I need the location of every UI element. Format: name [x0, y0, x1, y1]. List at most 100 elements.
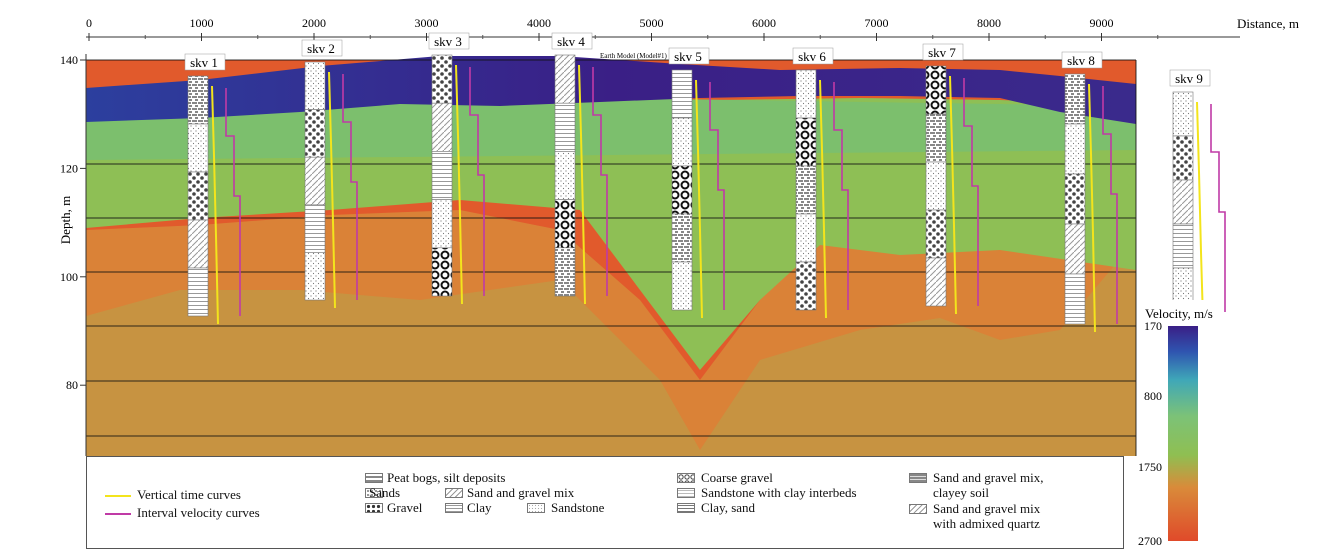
x-tick-label: 7000 [865, 16, 889, 30]
well-8-label-box [1061, 51, 1103, 69]
well-9-interval-velocity-curve [1210, 104, 1226, 312]
well-9-layer-3 [1172, 179, 1194, 225]
well-7-layer-4 [925, 209, 947, 259]
legend: Vertical time curves Interval velocity c… [86, 456, 1124, 549]
well-3-layer-3 [431, 151, 453, 200]
well-3-vertical-time-curve [455, 64, 463, 305]
well-1-interval-velocity-curve [225, 88, 241, 316]
well-5-layer-2 [671, 117, 693, 167]
peat-swatch [365, 473, 383, 483]
well-7-vertical-time-curve [949, 75, 957, 315]
y-tick-label: 120 [60, 161, 78, 175]
velocity-section [86, 56, 1136, 456]
well-9-layer-1 [1172, 91, 1194, 137]
well-5-layer-5 [671, 261, 693, 311]
well-3-layer-5 [431, 247, 453, 297]
well-3-layer-4 [431, 199, 453, 249]
well-7: skv 7 [922, 43, 979, 315]
well-8-layer-1 [1064, 73, 1086, 125]
well-3-layer-2 [431, 102, 453, 152]
well-6-layer-1 [795, 69, 817, 119]
well-8-layer-2 [1064, 123, 1086, 175]
well-6-label: skv 6 [798, 49, 826, 64]
well-6-layer-4 [795, 213, 817, 263]
well-5-layer-1 [671, 69, 693, 119]
x-tick-label: 2000 [302, 16, 326, 30]
well-2-label: skv 2 [307, 41, 335, 56]
y-tick-label: 100 [60, 270, 78, 284]
clay-sand-swatch [677, 503, 695, 513]
well-5-layer-3 [671, 165, 693, 215]
clay-swatch [445, 503, 463, 513]
x-tick-label: 0 [86, 16, 92, 30]
well-1: skv 1 [184, 53, 241, 325]
well-4-interval-velocity-curve [592, 67, 608, 296]
well-1-layer-4 [187, 219, 209, 269]
well-6-layer-3 [795, 165, 817, 215]
well-2-interval-velocity-curve [342, 74, 358, 300]
well-7-label-box [922, 43, 964, 61]
well-1-layer-5 [187, 267, 209, 317]
well-6-vertical-time-curve [819, 79, 827, 319]
legend-clay: Clay [467, 500, 492, 515]
well-5-vertical-time-curve [695, 79, 703, 319]
x-tick-label: 1000 [190, 16, 214, 30]
well-1-layer-3 [187, 171, 209, 221]
well-4: skv 4 [551, 32, 608, 305]
well-6-interval-velocity-curve [833, 82, 849, 310]
sg-quartz-swatch [909, 504, 927, 514]
well-8: skv 8 [1061, 51, 1118, 333]
coarse-gravel-swatch [677, 473, 695, 483]
well-4-layer-1 [554, 54, 576, 104]
well-8-vertical-time-curve [1088, 83, 1096, 333]
well-7-layer-3 [925, 161, 947, 211]
colorbar-tick-1750: 1750 [1138, 460, 1162, 474]
legend-sg-quartz-2: with admixed quartz [933, 516, 1040, 531]
well-1-vertical-time-curve [211, 85, 219, 325]
depth-axis-label: Depth, m [58, 196, 73, 244]
well-6-label-box [792, 47, 834, 65]
legend-sg-clayey-2: clayey soil [933, 485, 989, 500]
colorbar-tick-2700: 2700 [1138, 534, 1162, 548]
well-4-vertical-time-curve [578, 64, 586, 305]
well-8-label: skv 8 [1067, 53, 1095, 68]
well-2: skv 2 [301, 39, 358, 309]
well-4-layer-5 [554, 247, 576, 297]
colorbar-tick-170: 170 [1144, 319, 1162, 333]
well-1-layer-2 [187, 123, 209, 173]
sandstone-swatch [527, 503, 545, 513]
well-8-layer-4 [1064, 223, 1086, 275]
well-7-layer-1 [925, 65, 947, 115]
well-2-layer-5 [304, 252, 326, 301]
well-9-layer-2 [1172, 135, 1194, 181]
colorbar-title: Velocity, m/s [1145, 306, 1213, 321]
well-7-layer-5 [925, 257, 947, 307]
well-5-label-box [668, 47, 710, 65]
well-4-layer-3 [554, 151, 576, 200]
well-1-label: skv 1 [190, 55, 218, 70]
sands-swatch [365, 488, 383, 498]
well-3: skv 3 [428, 32, 485, 305]
y-tick-label: 80 [66, 378, 78, 392]
model-label: Earth Model (Model#1) [600, 52, 668, 60]
well-9: skv 9 [1169, 69, 1226, 321]
well-2-layer-1 [304, 61, 326, 110]
legend-sg-clayey-1: Sand and gravel mix, [933, 470, 1044, 485]
well-1-label-box [184, 53, 226, 71]
well-5-interval-velocity-curve [709, 82, 725, 310]
well-2-vertical-time-curve [328, 71, 336, 309]
legend-interval-velocity: Interval velocity curves [137, 505, 260, 520]
well-2-layer-3 [304, 156, 326, 206]
well-4-label: skv 4 [557, 34, 585, 49]
legend-sg-mix: Sand and gravel mix [467, 485, 575, 500]
top-low-velocity-layer [86, 56, 1136, 124]
well-1-layer-1 [187, 75, 209, 125]
y-tick-label: 140 [60, 53, 78, 67]
interval-velocity-swatch [105, 513, 131, 515]
well-6-layer-2 [795, 117, 817, 167]
legend-peat: Peat bogs, silt deposits [387, 470, 506, 485]
green-layer [86, 98, 1136, 370]
well-4-layer-4 [554, 199, 576, 249]
well-8-interval-velocity-curve [1102, 86, 1118, 324]
velocity-colorbar: Velocity, m/s 170 800 1750 2700 [1138, 300, 1219, 548]
